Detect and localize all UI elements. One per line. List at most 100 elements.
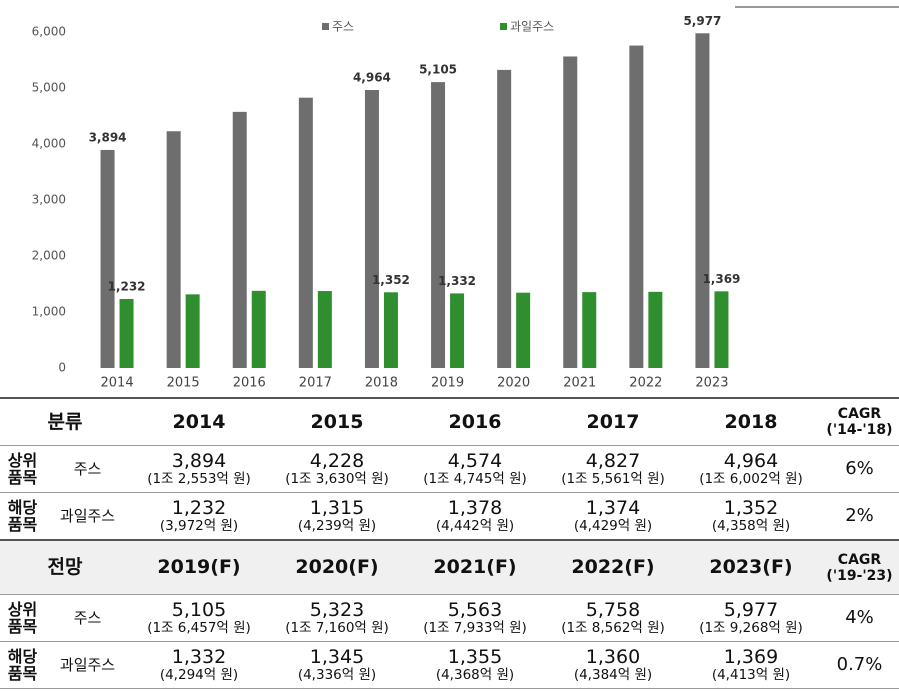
data-label: 1,332	[438, 274, 476, 288]
bar	[431, 82, 446, 369]
data-row: 해당 품목 과일주스 1,232 (3,972억 원) 1,315 (4,239억 원) 1,…	[0, 492, 899, 541]
value-cell: 1,352 (4,358억 원)	[682, 492, 820, 541]
x-tick-label: 2018	[365, 376, 398, 391]
value: 5,105	[171, 598, 227, 621]
value-cell: 4,228 (1조 3,630억 원)	[268, 445, 406, 493]
cagr-cell: 0.7%	[820, 641, 899, 689]
cagr-cell: 2%	[820, 492, 899, 541]
data-label: 1,232	[108, 280, 146, 294]
value: 5,977	[723, 598, 779, 621]
value-sub: (4,336억 원)	[297, 666, 377, 683]
legend-label: 주스	[332, 20, 354, 34]
data-row: 해당 품목 과일주스 1,332 (4,294억 원) 1,345 (4,336억 원) 1,…	[0, 641, 899, 689]
bar	[100, 149, 115, 368]
value: 1,355	[447, 645, 503, 668]
value-cell: 1,360 (4,384억 원)	[544, 641, 682, 689]
x-tick-label: 2014	[101, 376, 134, 391]
group-cell: 상위 품목	[0, 594, 45, 642]
data-label: 1,369	[702, 272, 740, 286]
value: 1,232	[171, 496, 227, 519]
bar	[185, 294, 200, 368]
header-cell: 전망	[0, 539, 130, 595]
value-sub: (4,294억 원)	[159, 666, 239, 683]
cagr-cell: 4%	[820, 594, 899, 642]
value-cell: 5,323 (1조 7,160억 원)	[268, 594, 406, 642]
header-cell: 2021(F)	[406, 539, 544, 595]
value: 1,360	[585, 645, 641, 668]
value-sub: (4,358억 원)	[711, 517, 791, 534]
group-cell: 해당 품목	[0, 492, 45, 541]
value-sub: (3,972억 원)	[159, 517, 239, 534]
value-sub: (4,384억 원)	[573, 666, 653, 683]
bar	[383, 292, 398, 368]
header-cell: 2018	[682, 397, 820, 446]
value: 1,374	[585, 496, 641, 519]
value-cell: 1,369 (4,413억 원)	[682, 641, 820, 689]
legend-swatch	[500, 23, 507, 30]
table-body: 분류 2014 2015 2016 2017 2018 CAGR ('14-'18) 상위 품목 주…	[0, 397, 899, 689]
header-cell: 2015	[268, 397, 406, 446]
bar	[629, 45, 644, 368]
item-cell: 과일주스	[45, 641, 130, 689]
group-label: 상위	[7, 451, 38, 470]
group-label: 해당	[7, 498, 38, 517]
group-label: 해당	[7, 647, 38, 666]
x-tick-label: 2016	[233, 376, 266, 391]
value-cell: 1,355 (4,368억 원)	[406, 641, 544, 689]
group-label: 상위	[7, 600, 38, 619]
value: 4,827	[585, 449, 641, 472]
value-sub: (1조 9,268억 원)	[699, 619, 803, 636]
value-sub: (4,413억 원)	[711, 666, 791, 683]
group-label: 품목	[7, 664, 38, 683]
y-tick-label: 1,000	[32, 305, 66, 319]
y-tick-label: 3,000	[32, 193, 66, 207]
value-sub: (4,239억 원)	[297, 517, 377, 534]
x-tick-label: 2021	[563, 376, 596, 391]
value-sub: (4,442억 원)	[435, 517, 515, 534]
value-cell: 1,378 (4,442억 원)	[406, 492, 544, 541]
x-tick-label: 2019	[431, 376, 464, 391]
data-label: 5,105	[419, 63, 457, 77]
y-tick-label: 2,000	[32, 249, 66, 263]
value-cell: 5,563 (1조 7,933억 원)	[406, 594, 544, 642]
header-cell: CAGR ('19-'23)	[820, 539, 899, 595]
value: 4,574	[447, 449, 503, 472]
data-label: 3,894	[89, 130, 127, 144]
value-sub: (1조 8,562억 원)	[561, 619, 665, 636]
bar	[119, 299, 134, 368]
bar	[251, 290, 266, 368]
bar	[695, 33, 710, 369]
data-table: 분류 2014 2015 2016 2017 2018 CAGR ('14-'18) 상위 품목 주…	[0, 397, 899, 689]
group-cell: 해당 품목	[0, 641, 45, 689]
value-sub: (1조 7,933억 원)	[423, 619, 527, 636]
value-cell: 1,374 (4,429억 원)	[544, 492, 682, 541]
cagr-header: CAGR	[837, 551, 882, 568]
value-sub: (1조 6,457억 원)	[147, 619, 251, 636]
bar	[714, 291, 729, 368]
header-cell: 2019(F)	[130, 539, 268, 595]
data-label: 5,977	[683, 14, 721, 28]
value-cell: 1,345 (4,336억 원)	[268, 641, 406, 689]
value-cell: 5,105 (1조 6,457억 원)	[130, 594, 268, 642]
header-cell: 2017	[544, 397, 682, 446]
value-cell: 1,332 (4,294억 원)	[130, 641, 268, 689]
value-cell: 5,977 (1조 9,268억 원)	[682, 594, 820, 642]
value: 5,323	[309, 598, 365, 621]
value: 1,378	[447, 496, 503, 519]
group-label: 품목	[7, 617, 38, 636]
value-cell: 3,894 (1조 2,553억 원)	[130, 445, 268, 493]
cagr-header: ('14-'18)	[826, 422, 893, 438]
cagr-header: ('19-'23)	[826, 567, 893, 584]
x-tick-label: 2022	[629, 376, 662, 391]
value: 5,563	[447, 598, 503, 621]
value-cell: 4,964 (1조 6,002억 원)	[682, 445, 820, 493]
header-row: 분류 2014 2015 2016 2017 2018 CAGR ('14-'18)	[0, 397, 899, 446]
value: 1,345	[309, 645, 365, 668]
bar	[516, 292, 531, 368]
group-label: 품목	[7, 515, 38, 534]
cagr-header: CAGR	[837, 406, 882, 422]
value-cell: 4,574 (1조 4,745억 원)	[406, 445, 544, 493]
value-sub: (1조 6,002억 원)	[699, 470, 803, 487]
legend-swatch	[322, 23, 329, 30]
